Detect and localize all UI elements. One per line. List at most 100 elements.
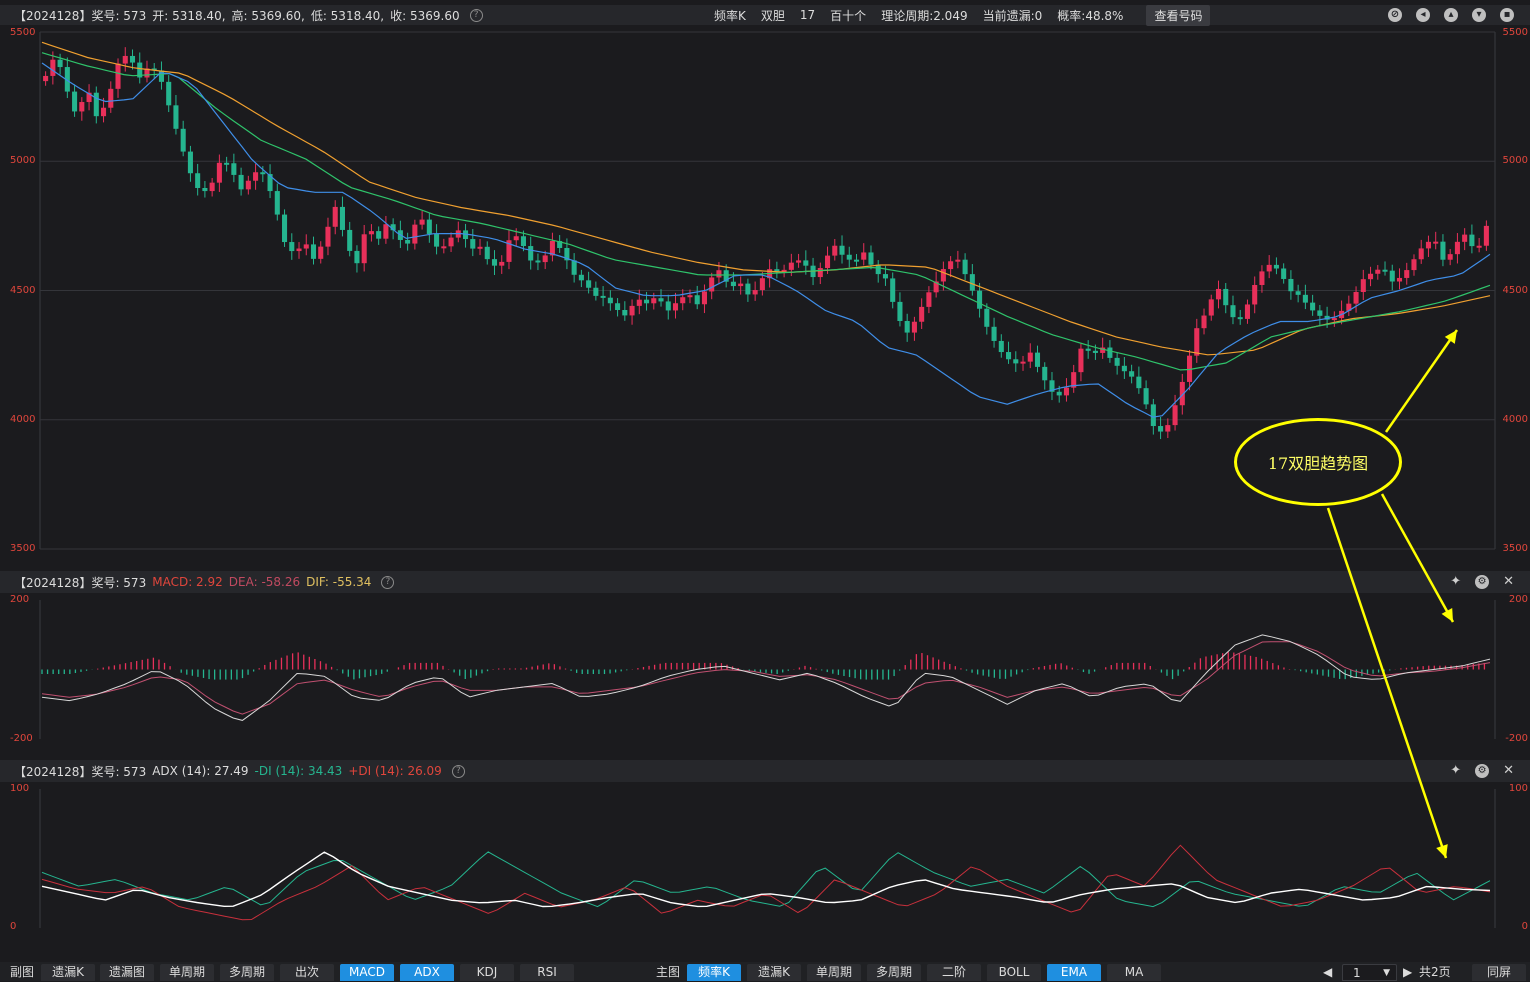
candle-body — [426, 219, 432, 234]
candle-body — [1425, 241, 1431, 249]
candle-body — [1389, 270, 1395, 282]
adx-help-icon[interactable]: ? — [451, 764, 465, 778]
candle-body — [72, 91, 78, 112]
adx-settings-icon[interactable]: ⚙ — [1475, 764, 1490, 778]
tab-second-order[interactable]: 二阶 — [927, 964, 981, 981]
probability-label: 概率:48.8% — [1057, 8, 1124, 23]
pin-icon[interactable]: ✦ — [1450, 574, 1462, 589]
candle-body — [1476, 245, 1482, 248]
tab-frequency-k[interactable]: 频率K — [687, 964, 741, 981]
chevron-down-icon: ▼ — [1383, 968, 1390, 978]
down-icon[interactable]: ▾ — [1472, 8, 1486, 22]
candle-body — [651, 298, 657, 304]
candle-body — [991, 326, 997, 341]
candle-body — [245, 180, 251, 190]
tab-rsi[interactable]: RSI — [520, 964, 574, 981]
candle-body — [195, 173, 201, 188]
candle-body — [1259, 271, 1265, 285]
candle-body — [499, 261, 505, 266]
candle-body — [332, 206, 338, 227]
candle-body — [846, 254, 852, 260]
candle-body — [419, 219, 425, 225]
adx-tick-right-top: 100 — [1508, 783, 1528, 794]
price-tick-right-5000: 5000 — [1502, 155, 1528, 166]
candle-body — [491, 259, 498, 266]
close-icon[interactable]: ✕ — [1503, 574, 1514, 589]
tab-main-multi-cycle[interactable]: 多周期 — [867, 964, 921, 981]
tab-ema[interactable]: EMA — [1047, 964, 1101, 981]
candle-body — [984, 308, 990, 327]
tab-ma[interactable]: MA — [1107, 964, 1161, 981]
tab-macd[interactable]: MACD — [340, 964, 394, 981]
main-chart-label: 主图 — [656, 965, 681, 979]
tab-kdj[interactable]: KDJ — [460, 964, 514, 981]
sync-screen-button[interactable]: 同屏 — [1472, 964, 1526, 981]
tab-main-miss-k[interactable]: 遗漏K — [747, 964, 801, 981]
tab-main-single-cycle[interactable]: 单周期 — [807, 964, 861, 981]
up-icon[interactable]: ▴ — [1444, 8, 1458, 22]
tab-miss-chart[interactable]: 遗漏图 — [100, 964, 154, 981]
candle-body — [1150, 404, 1156, 427]
price-tick-left-4000: 4000 — [10, 414, 36, 425]
tab-occurrence[interactable]: 出次 — [280, 964, 334, 981]
adx-chart[interactable] — [0, 783, 1530, 933]
candle-body — [1085, 348, 1091, 351]
price-chart[interactable] — [0, 26, 1530, 566]
low-value: 低: 5318.40, — [310, 8, 385, 23]
tab-multi-cycle[interactable]: 多周期 — [220, 964, 274, 981]
adx-pin-icon[interactable]: ✦ — [1450, 763, 1462, 778]
tab-miss-k[interactable]: 遗漏K — [41, 964, 95, 981]
candle-body — [1331, 318, 1337, 321]
candle-body — [1244, 304, 1250, 319]
candle-body — [701, 291, 707, 305]
play-type-label: 双胆 — [760, 8, 785, 23]
candle-body — [1078, 348, 1084, 373]
maximize-icon[interactable]: ▪ — [1500, 8, 1514, 22]
view-numbers-button[interactable]: 查看号码 — [1146, 4, 1211, 26]
page-total: 共2页 — [1419, 965, 1451, 979]
candle-body — [1063, 387, 1069, 396]
settings-icon[interactable]: ⚙ — [1475, 575, 1490, 589]
candle-body — [752, 290, 758, 295]
candle-body — [564, 247, 570, 261]
candle-body — [607, 297, 613, 304]
candle-body — [1179, 381, 1185, 406]
candle-body — [173, 105, 179, 129]
candle-body — [788, 262, 794, 270]
candle-body — [180, 128, 186, 152]
candle-body — [1230, 305, 1236, 318]
adx-line — [41, 851, 1491, 908]
candle-body — [636, 299, 642, 306]
candle-body — [1194, 328, 1200, 356]
candle-body — [1396, 277, 1403, 282]
tab-single-cycle[interactable]: 单周期 — [160, 964, 214, 981]
trend-annotation: 17双胆趋势图 — [1234, 418, 1402, 506]
adx-close-icon[interactable]: ✕ — [1503, 763, 1514, 778]
page-select[interactable]: 1 ▼ — [1342, 964, 1397, 981]
annotation-text: 17双胆趋势图 — [1267, 454, 1369, 473]
candle-body — [759, 278, 765, 291]
tab-boll[interactable]: BOLL — [987, 964, 1041, 981]
candle-body — [1143, 388, 1149, 405]
candle-body — [129, 55, 136, 63]
help-icon[interactable]: ? — [469, 8, 483, 22]
candle-body — [1310, 302, 1316, 311]
candle-body — [738, 283, 744, 287]
tab-adx[interactable]: ADX — [400, 964, 454, 981]
macd-help-icon[interactable]: ? — [381, 575, 395, 589]
candle-body — [1346, 303, 1352, 311]
price-tick-left-5000: 5000 — [10, 155, 36, 166]
pdi-value: +DI (14): 26.09 — [348, 764, 442, 778]
candle-body — [571, 260, 577, 275]
candle-body — [383, 224, 389, 239]
candle-body — [470, 239, 476, 249]
prev-page-icon[interactable]: ◀ — [1323, 965, 1333, 979]
back-icon[interactable]: ◂ — [1416, 8, 1430, 22]
next-page-icon[interactable]: ▶ — [1403, 965, 1413, 979]
price-tick-left-4500: 4500 — [10, 285, 36, 296]
candle-body — [1433, 241, 1439, 244]
zoom-icon[interactable]: ⊘ — [1388, 8, 1402, 22]
candle-body — [1056, 391, 1062, 396]
candle-body — [1404, 270, 1410, 278]
macd-chart[interactable] — [0, 594, 1530, 750]
